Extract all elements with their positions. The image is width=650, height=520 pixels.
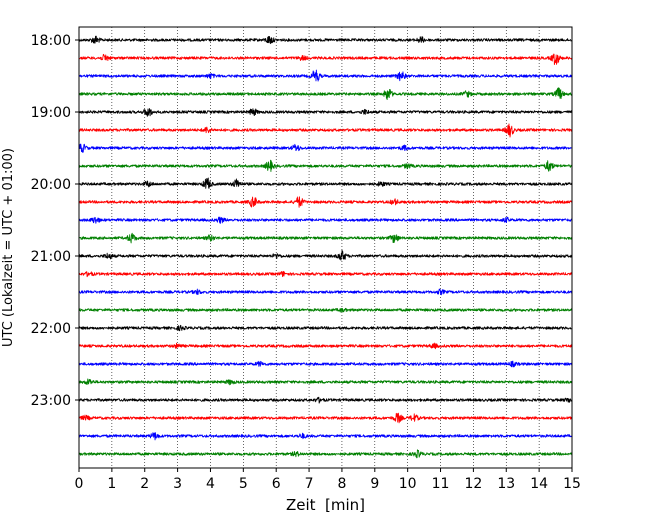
- x-tick-label: 11: [432, 476, 450, 492]
- trace-line: [78, 108, 573, 117]
- trace-line: [78, 412, 573, 424]
- x-tick-label: 10: [399, 476, 417, 492]
- x-tick-label: 13: [497, 476, 515, 492]
- x-tick-label: 14: [530, 476, 548, 492]
- y-tick-label: 18:00: [31, 33, 71, 49]
- trace-line: [78, 196, 573, 208]
- x-tick-label: 3: [173, 476, 182, 492]
- trace-line: [78, 360, 573, 368]
- y-tick-label: 19:00: [31, 105, 71, 121]
- seismic-traces: [78, 35, 573, 459]
- y-tick-label: 23:00: [31, 393, 71, 409]
- trace-line: [78, 69, 573, 82]
- y-tick-label: 21:00: [31, 249, 71, 265]
- trace-line: [78, 216, 573, 224]
- trace-line: [78, 177, 573, 189]
- trace-line: [78, 232, 573, 244]
- trace-line: [78, 143, 573, 153]
- trace-line: [78, 249, 573, 261]
- trace-line: [78, 123, 573, 138]
- y-tick-label: 20:00: [31, 177, 71, 193]
- plot-frame: [78, 26, 573, 469]
- trace-line: [78, 342, 573, 350]
- trace-line: [78, 378, 573, 386]
- x-tick-label: 7: [305, 476, 314, 492]
- x-axis-label: Zeit [min]: [286, 496, 365, 514]
- trace-line: [78, 53, 573, 66]
- trace-line: [78, 270, 573, 278]
- x-axis: 0 1 2 3 4 5 6 7 8 9 10 11 12 13 14 15: [75, 468, 581, 492]
- trace-line: [78, 432, 573, 441]
- y-tick-label: 22:00: [31, 321, 71, 337]
- y-axis: 18:00 19:00 20:00 21:00 22:00 23:00: [31, 33, 79, 409]
- trace-line: [78, 288, 573, 296]
- trace-line: [78, 396, 573, 404]
- x-tick-label: 4: [206, 476, 215, 492]
- x-tick-label: 2: [140, 476, 149, 492]
- plot-background: [79, 27, 572, 468]
- y-axis-label: UTC (Lokalzeit = UTC + 01:00): [1, 148, 16, 347]
- trace-line: [78, 35, 573, 45]
- x-tick-label: 0: [75, 476, 84, 492]
- x-tick-label: 5: [239, 476, 248, 492]
- x-tick-label: 15: [563, 476, 581, 492]
- x-tick-label: 8: [337, 476, 346, 492]
- x-tick-label: 12: [464, 476, 482, 492]
- x-tick-label: 9: [370, 476, 379, 492]
- trace-line: [78, 87, 573, 100]
- trace-line: [78, 449, 573, 459]
- x-tick-label: 1: [107, 476, 116, 492]
- trace-line: [78, 307, 573, 313]
- x-tick-label: 6: [272, 476, 281, 492]
- trace-line: [78, 159, 573, 172]
- trace-line: [78, 324, 573, 332]
